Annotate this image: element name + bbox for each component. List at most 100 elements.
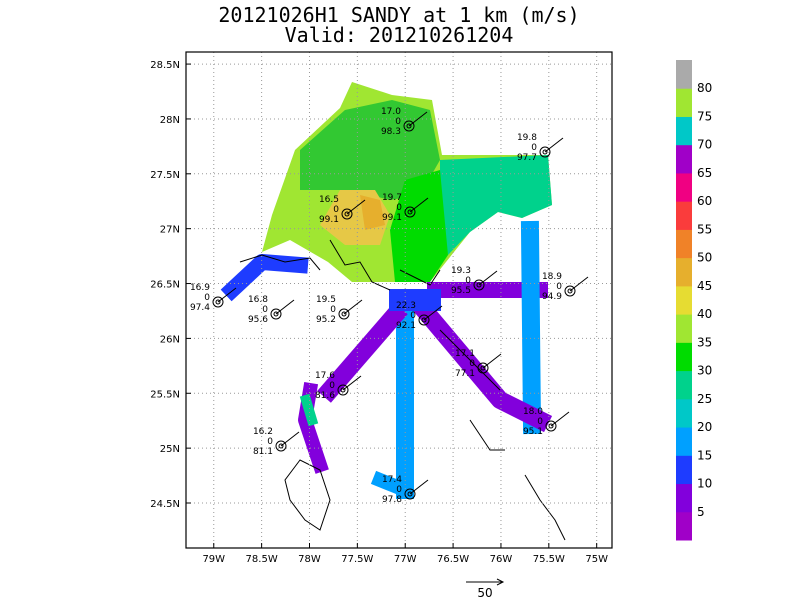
station-label: 17.0 <box>381 107 401 117</box>
x-tick-label: 75W <box>585 554 608 565</box>
colorbar-label: 20 <box>697 420 712 434</box>
station-label: 16.5 <box>319 195 339 205</box>
station-marker-inner <box>542 149 548 155</box>
station-label: 0 <box>329 381 335 391</box>
station-label: 16.9 <box>190 283 210 293</box>
colorbar-segment <box>676 314 692 343</box>
wind-barb <box>217 287 237 303</box>
colorbar-label: 50 <box>697 251 712 265</box>
wind-barb <box>275 299 295 315</box>
wind-barb <box>478 270 498 286</box>
station-marker <box>545 420 557 432</box>
colorbar: 5 10 15 20 25 30 35 40 45 50 55 60 65 70 75 80 <box>676 60 712 541</box>
station-label: 0 <box>204 293 210 303</box>
colorbar-label: 60 <box>697 194 712 208</box>
y-tick-label: 28.5N <box>150 60 180 71</box>
station-label: 17.6 <box>315 371 335 381</box>
station-label: 22.3 <box>396 301 416 311</box>
y-tick-label: 26.5N <box>150 280 180 291</box>
colorbar-label: 65 <box>697 166 712 180</box>
colorbar-segment <box>676 483 692 513</box>
station-marker <box>270 308 282 320</box>
colorbar-label: 80 <box>697 81 712 95</box>
x-tick-label: 78.5W <box>246 554 278 565</box>
station-label: 18.9 <box>542 272 562 282</box>
station-label: 16.8 <box>248 295 268 305</box>
station-marker <box>212 296 224 308</box>
station-marker-inner <box>278 443 284 449</box>
station-label: 19.8 <box>517 133 537 143</box>
colorbar-segment <box>676 116 692 146</box>
colorbar-segment <box>676 370 692 400</box>
wind-barb <box>569 276 589 292</box>
colorbar-segment <box>676 342 692 372</box>
vector-scale-arrowhead <box>496 578 505 586</box>
station-label: 77.1 <box>455 369 475 379</box>
wind-barb <box>409 197 429 213</box>
station-label: 92.1 <box>396 321 416 331</box>
colorbar-segment <box>676 172 692 202</box>
wind-barb <box>544 137 564 153</box>
station-label: 98.3 <box>381 127 401 137</box>
station-label: 17.4 <box>382 475 402 485</box>
station-marker-inner <box>341 311 347 317</box>
colorbar-segment <box>676 229 692 259</box>
colorbar-segment <box>676 60 692 89</box>
station-marker-inner <box>548 423 554 429</box>
x-tick-label: 77W <box>394 554 417 565</box>
station-label: 0 <box>330 305 336 315</box>
station-label: 0 <box>395 117 401 127</box>
title: 20121026H1 SANDY at 1 km (m/s) <box>218 3 579 27</box>
grid <box>186 52 612 548</box>
coastline <box>239 239 566 541</box>
vector-scale-label: 50 <box>477 586 492 600</box>
colorbar-label: 70 <box>697 138 712 152</box>
colorbar-segment <box>676 88 692 117</box>
station-label: 0 <box>556 282 562 292</box>
station-marker <box>477 362 489 374</box>
colorbar-segment <box>676 511 692 541</box>
station-label: 97.7 <box>517 153 537 163</box>
station-label: 0 <box>333 205 339 215</box>
colorbar-label: 40 <box>697 307 712 321</box>
station-label: 0 <box>537 417 543 427</box>
station-marker <box>275 440 287 452</box>
colorbar-label: 15 <box>697 448 712 462</box>
wind-barb <box>343 299 363 315</box>
station-label: 19.5 <box>316 295 336 305</box>
map-frame <box>185 51 613 549</box>
station-marker <box>341 208 353 220</box>
station-marker-inner <box>407 491 413 497</box>
station-marker-inner <box>273 311 279 317</box>
station-marker-inner <box>476 282 482 288</box>
station-label: 99.1 <box>382 213 402 223</box>
colorbar-label: 30 <box>697 364 712 378</box>
station-marker-inner <box>480 365 486 371</box>
colorbar-label: 25 <box>697 392 712 406</box>
station-marker-inner <box>407 209 413 215</box>
station-label: 0 <box>396 203 402 213</box>
station-label: 99.1 <box>319 215 339 225</box>
station-label: 16.2 <box>253 427 273 437</box>
y-tick-label: 25N <box>160 444 180 455</box>
station-label: 0 <box>410 311 416 321</box>
stations: 17.0098.319.8097.716.5099.119.7099.116.9… <box>190 107 589 505</box>
colorbar-label: 5 <box>697 505 705 519</box>
station-marker <box>564 285 576 297</box>
station-label: 0 <box>262 305 268 315</box>
colorbar-segment <box>676 257 692 287</box>
y-tick-label: 27.5N <box>150 170 180 181</box>
station-label: 81.1 <box>253 447 273 457</box>
wind-barb <box>423 305 443 321</box>
colorbar-segment <box>676 201 692 230</box>
station-marker-inner <box>406 123 412 129</box>
station-label: 97.8 <box>382 495 402 505</box>
station-marker-inner <box>344 211 350 217</box>
subtitle: Valid: 201210261204 <box>285 23 514 47</box>
wind-barb <box>346 199 366 215</box>
station-marker <box>418 314 430 326</box>
station-marker <box>338 308 350 320</box>
y-tick-label: 24.5N <box>150 499 180 510</box>
colorbar-label: 35 <box>697 335 712 349</box>
